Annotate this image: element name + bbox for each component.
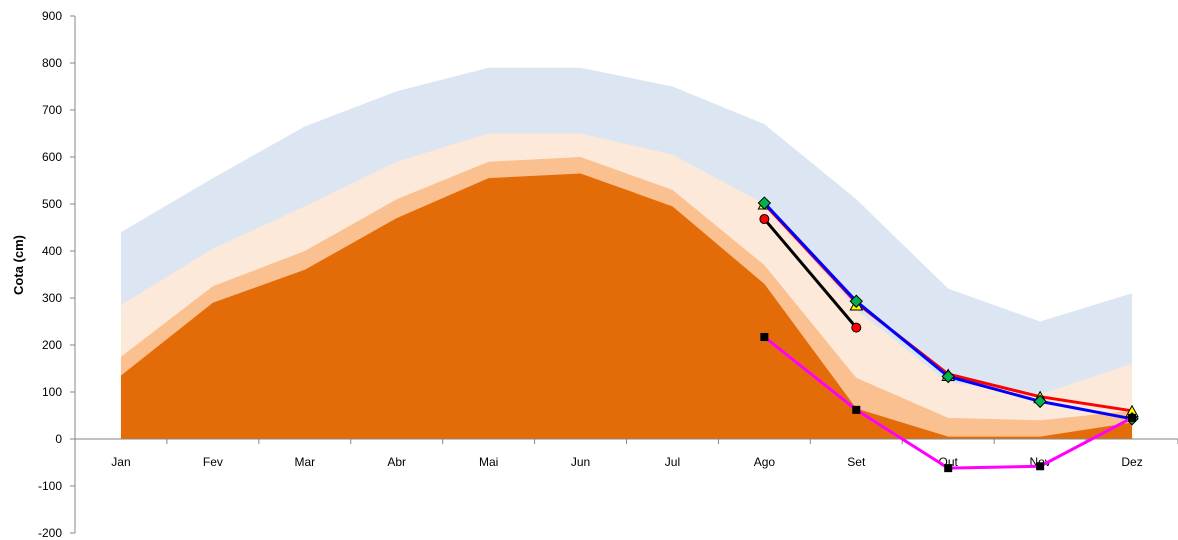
- x-tick-label: Jun: [571, 455, 590, 469]
- data-point: [944, 464, 953, 473]
- data-point: [1128, 413, 1137, 422]
- axes: -200 -100 0 100 200 300 400 500 600 700 800 900 Jan F…: [38, 9, 1178, 540]
- x-tick-label: Set: [847, 455, 866, 469]
- y-tick-label: 600: [42, 150, 62, 164]
- y-tick-label: 0: [55, 432, 62, 446]
- line-series: [757, 196, 1139, 473]
- y-tick-label: 400: [42, 244, 62, 258]
- x-tick-label: Abr: [387, 455, 406, 469]
- series-line-2: [763, 218, 858, 329]
- x-tick-label: Fev: [203, 455, 223, 469]
- data-point: [759, 214, 770, 225]
- x-tick-label: Ago: [754, 455, 776, 469]
- x-tick-label: Jan: [111, 455, 130, 469]
- y-axis-label: Cota (cm): [11, 235, 26, 295]
- area-band-4: [120, 173, 1133, 439]
- y-tick-label: 200: [42, 338, 62, 352]
- y-tick-label: 800: [42, 56, 62, 70]
- y-tick-label: 700: [42, 103, 62, 117]
- area-bands: [120, 67, 1133, 439]
- data-point: [1036, 462, 1045, 471]
- data-point: [851, 322, 862, 333]
- data-point: [852, 405, 861, 414]
- x-tick-label: Dez: [1121, 455, 1142, 469]
- data-point: [941, 369, 955, 384]
- y-tick-label: -100: [38, 479, 62, 493]
- y-tick-label: 500: [42, 197, 62, 211]
- data-point: [849, 294, 863, 308]
- data-point: [760, 333, 769, 342]
- y-tick-label: -200: [38, 526, 62, 540]
- y-tick-label: 100: [42, 385, 62, 399]
- x-tick-label: Mai: [479, 455, 498, 469]
- data-point: [1033, 394, 1047, 409]
- data-point: [757, 196, 772, 210]
- x-tick-label: Mar: [294, 455, 315, 469]
- y-tick-label: 900: [42, 9, 62, 23]
- y-tick-label: 300: [42, 291, 62, 305]
- x-tick-label: Jul: [665, 455, 680, 469]
